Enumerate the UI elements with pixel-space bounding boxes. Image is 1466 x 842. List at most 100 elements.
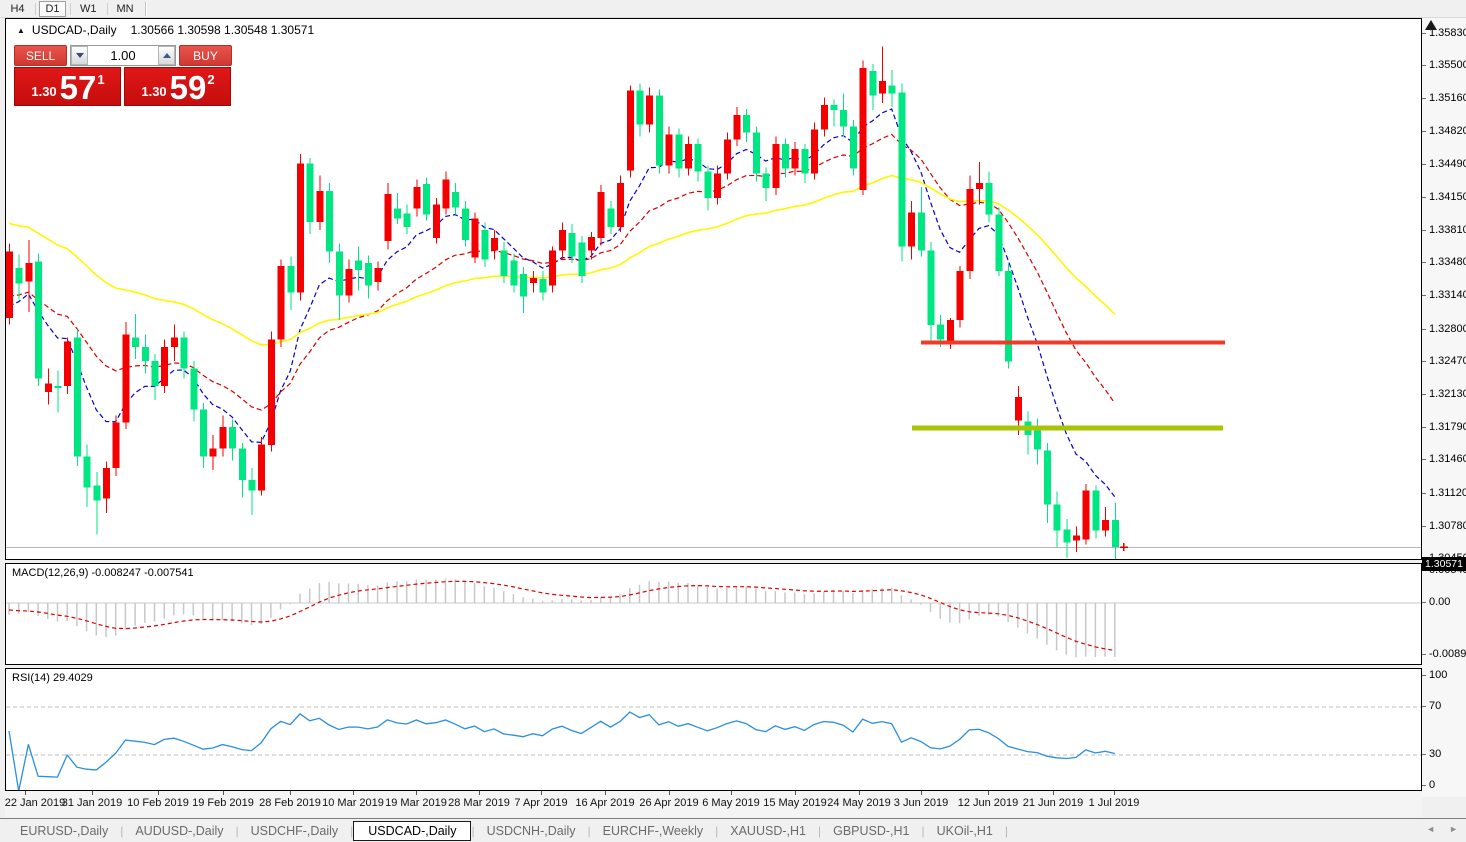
bear-candle xyxy=(898,92,906,247)
slow-ma-line xyxy=(8,174,1116,346)
bear-candle xyxy=(461,208,469,240)
bear-candle xyxy=(229,427,237,449)
tab-usdchf[interactable]: USDCHF-,Daily xyxy=(250,823,339,838)
bull-candle xyxy=(316,191,324,223)
bear-candle xyxy=(141,347,149,361)
macd-panel[interactable]: MACD(12,26,9) -0.008247 -0.007541 xyxy=(5,563,1422,665)
rsi-panel[interactable]: RSI(14) 29.4029 xyxy=(5,668,1422,791)
date-label: 1 Jul 2019 xyxy=(1088,797,1140,809)
bear-candle xyxy=(54,386,62,389)
bear-candle xyxy=(306,163,314,223)
bear-candle xyxy=(481,230,489,260)
timeframe-button-w1[interactable]: W1 xyxy=(80,2,97,15)
bull-candle xyxy=(646,95,654,125)
date-label: 24 May 2019 xyxy=(827,797,891,809)
timeframe-button-mn[interactable]: MN xyxy=(116,2,134,15)
toolbar-separator xyxy=(35,2,36,15)
bear-candle xyxy=(985,183,993,215)
sell-button[interactable]: SELL xyxy=(14,45,67,66)
bear-candle xyxy=(801,149,809,174)
bull-candle xyxy=(297,163,304,293)
bull-candle xyxy=(617,183,625,228)
tab-scroll-left-icon[interactable]: ◄ xyxy=(1426,824,1436,834)
bull-candle xyxy=(529,277,537,283)
buy-price-tile[interactable]: 1.30 59 2 xyxy=(124,67,231,106)
tab-ukoil[interactable]: UKOil-,H1 xyxy=(936,823,993,838)
rsi-axis-label-tick xyxy=(1422,754,1426,755)
tab-scroll-right-icon[interactable]: ► xyxy=(1449,824,1458,834)
bear-candle xyxy=(830,105,838,111)
candlestick-chart[interactable] xyxy=(6,19,1421,559)
date-label: 16 Apr 2019 xyxy=(575,797,635,809)
price-axis-label: 1.33140 xyxy=(1429,289,1466,301)
fast-ma-line xyxy=(8,108,1116,498)
bull-candle xyxy=(549,250,557,286)
bear-candle xyxy=(520,274,528,297)
date-label: 28 Mar 2019 xyxy=(448,797,510,809)
bear-candle xyxy=(539,278,547,293)
chart-panel[interactable]: ▲ USDCAD-,Daily 1.30566 1.30598 1.30548 … xyxy=(5,18,1422,560)
chart-tabbar: EURUSD-,Daily | AUDUSD-,Daily | USDCHF-,Dail… xyxy=(0,818,1466,842)
bear-candle xyxy=(917,212,925,251)
bear-candle xyxy=(73,337,81,457)
tab-separator: | xyxy=(350,823,354,838)
bull-candle xyxy=(820,105,828,130)
toolbar-groove xyxy=(144,1,147,16)
volume-increase-button[interactable] xyxy=(158,46,175,65)
bear-candle xyxy=(888,85,896,94)
date-label: 10 Mar 2019 xyxy=(322,797,384,809)
bear-candle xyxy=(151,360,159,387)
price-axis-label: 1.30780 xyxy=(1429,520,1466,532)
bull-candle xyxy=(714,173,722,198)
bear-candle xyxy=(248,479,256,491)
date-axis[interactable]: 22 Jan 2019 31 Jan 2019 10 Feb 2019 19 Feb … xyxy=(5,791,1422,817)
price-axis[interactable]: 1.35830 1.35500 1.35160 1.34820 1.34490 1.341… xyxy=(1422,18,1466,797)
rsi-axis-label: 70 xyxy=(1429,700,1442,712)
timeframe-button-d1[interactable]: D1 xyxy=(39,0,66,17)
tab-usdcad[interactable]: USDCAD-,Daily xyxy=(353,820,472,841)
collapse-trade-panel-icon[interactable]: ▲ xyxy=(17,25,25,35)
bear-candle xyxy=(636,90,644,125)
tab-separator: | xyxy=(471,823,475,838)
tab-gbpusd[interactable]: GBPUSD-,H1 xyxy=(833,823,910,838)
date-tick xyxy=(290,791,291,795)
date-tick xyxy=(541,791,542,795)
date-tick xyxy=(158,791,159,795)
date-tick xyxy=(479,791,480,795)
tab-eurusd[interactable]: EURUSD-,Daily xyxy=(20,823,109,838)
bear-candle xyxy=(15,268,23,284)
price-axis-label: 1.33480 xyxy=(1429,256,1466,268)
timeframe-button-h4[interactable]: H4 xyxy=(10,2,25,15)
bull-candle xyxy=(859,68,867,191)
bull-candle xyxy=(64,341,72,387)
ohlc-values: 1.30566 1.30598 1.30548 1.30571 xyxy=(130,23,315,37)
tab-eurchf[interactable]: EURCHF-,Weekly xyxy=(602,823,704,838)
tab-xauusd[interactable]: XAUUSD-,H1 xyxy=(730,823,806,838)
rsi-chart xyxy=(6,706,1421,790)
date-label: 19 Mar 2019 xyxy=(385,797,447,809)
price-axis-label: 1.35160 xyxy=(1429,92,1466,104)
volume-decrease-button[interactable] xyxy=(71,46,88,65)
tab-separator: | xyxy=(1004,823,1009,838)
price-axis-label-tick xyxy=(1422,329,1426,330)
volume-input[interactable]: 1.00 xyxy=(110,48,136,63)
tab-usdcnh[interactable]: USDCNH-,Daily xyxy=(486,823,576,838)
rsi-axis-label-tick xyxy=(1422,675,1426,676)
price-axis-label: 1.34150 xyxy=(1429,191,1466,203)
sell-price-tile[interactable]: 1.30 57 1 xyxy=(14,67,121,106)
price-axis-label-tick xyxy=(1422,33,1426,34)
tab-audusd[interactable]: AUDUSD-,Daily xyxy=(135,823,224,838)
date-tick xyxy=(1114,791,1115,795)
price-axis-label: 1.32800 xyxy=(1429,323,1466,335)
volume-spinner[interactable]: 1.00 xyxy=(70,45,176,66)
bear-candle xyxy=(200,409,207,457)
bull-candle xyxy=(956,271,964,320)
macd-axis-label: 0.00 xyxy=(1429,596,1451,608)
bull-candle xyxy=(558,230,566,251)
price-axis-label: 1.31460 xyxy=(1429,453,1466,465)
bull-candle xyxy=(209,448,217,457)
price-axis-label: 1.34820 xyxy=(1429,125,1466,137)
buy-button[interactable]: BUY xyxy=(179,45,232,66)
bull-candle xyxy=(170,337,178,348)
price-axis-label: 1.32130 xyxy=(1429,388,1466,400)
